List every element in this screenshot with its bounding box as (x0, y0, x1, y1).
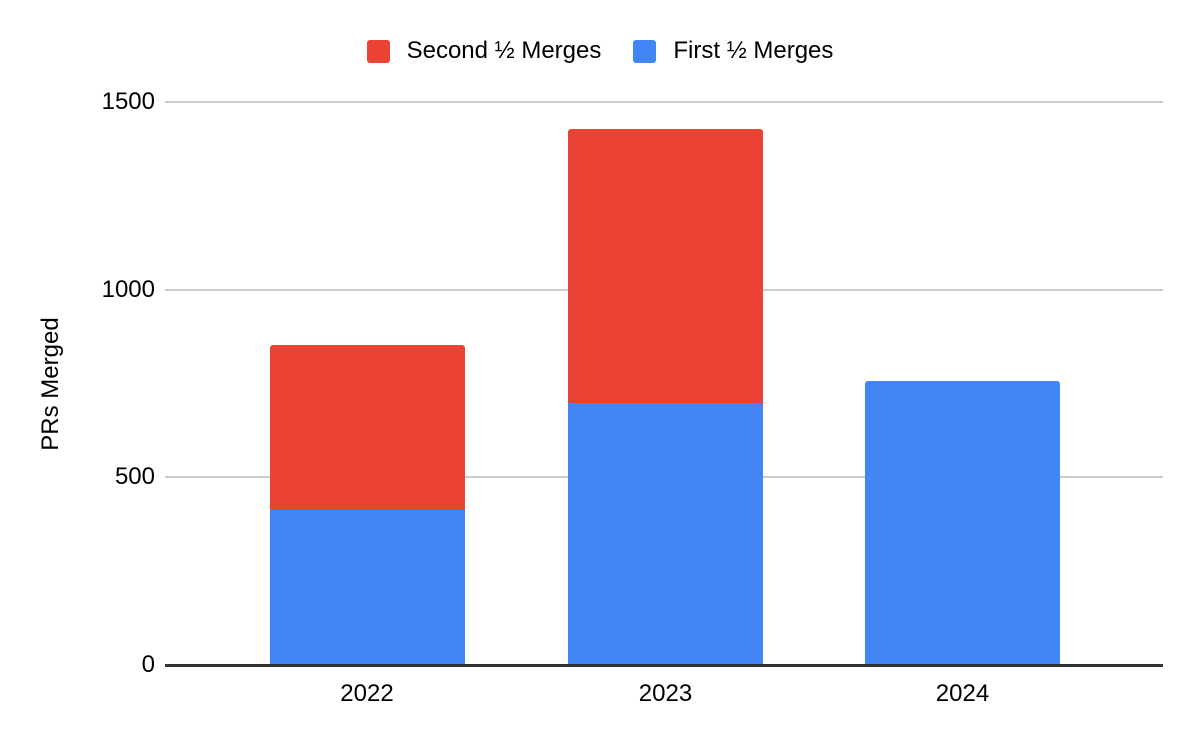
x-tick-label-2023: 2023 (638, 680, 693, 707)
bar-2023-first-half (568, 403, 763, 664)
gridline-1500 (165, 101, 1163, 103)
x-tick-label-2022: 2022 (340, 680, 394, 707)
y-tick-label-0: 0 (141, 651, 155, 678)
legend-item-label: First ½ Merges (673, 37, 834, 64)
y-tick-label-1000: 1000 (101, 275, 155, 303)
bar-2023-second-half (568, 129, 763, 403)
bar-2022-first-half (269, 510, 465, 664)
legend: Second ½ Merges First ½ Merges (0, 37, 1200, 65)
y-tick-label-1500: 1500 (101, 88, 155, 115)
bar-2024-first-half (865, 381, 1060, 664)
y-tick-label-500: 500 (114, 463, 155, 491)
bar-group-2022 (269, 0, 465, 742)
x-axis-line (165, 664, 1163, 667)
legend-swatch-icon (366, 39, 390, 63)
bar-group-2024 (865, 0, 1060, 742)
bar-2022-second-half (269, 345, 465, 510)
legend-item-label: Second ½ Merges (406, 37, 602, 64)
legend-swatch-icon (633, 39, 657, 63)
bar-group-2023 (568, 0, 763, 742)
legend-item-first-half: First ½ Merges (633, 37, 833, 65)
legend-item-second-half: Second ½ Merges (366, 37, 602, 65)
x-tick-label-2024: 2024 (935, 680, 990, 707)
y-axis-title: PRs Merged (37, 317, 64, 451)
